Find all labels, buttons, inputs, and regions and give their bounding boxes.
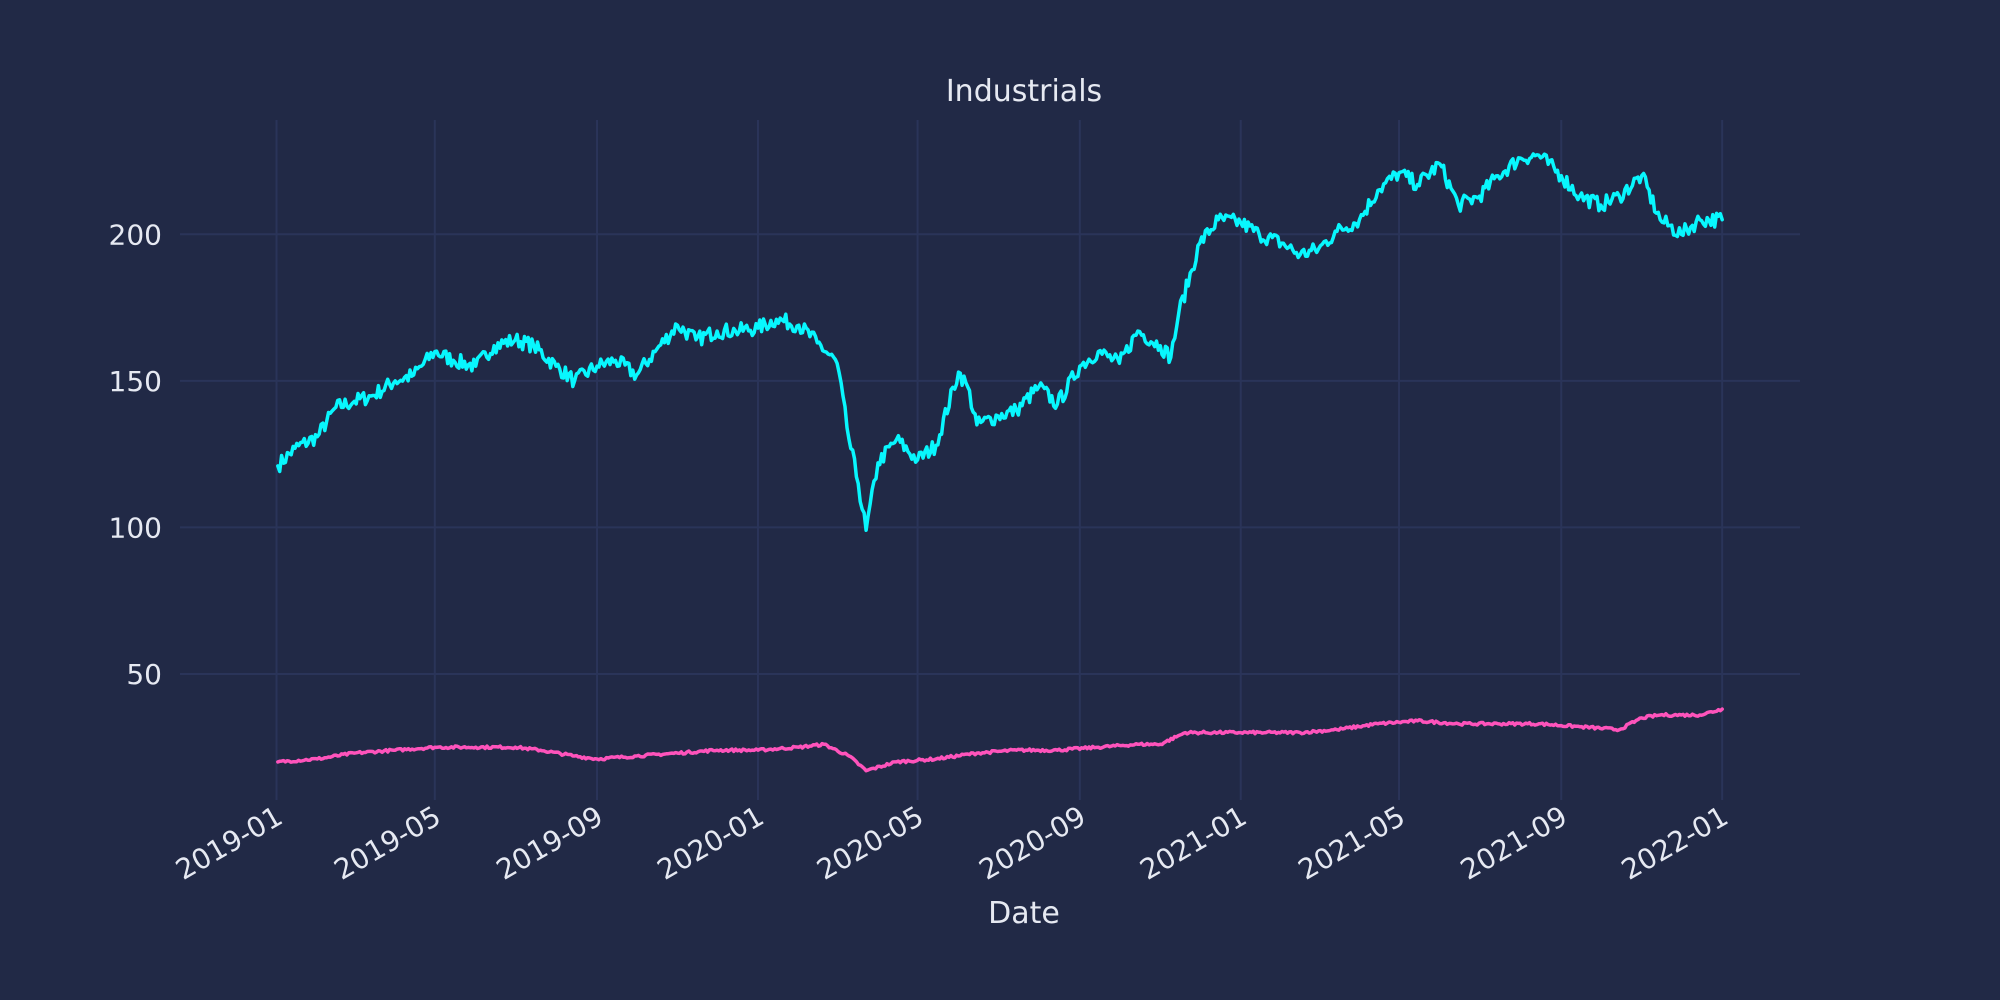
series-layer bbox=[276, 152, 1724, 773]
y-gridlines bbox=[180, 233, 1800, 675]
y-tick-label: 150 bbox=[109, 365, 162, 398]
chart-title: Industrials bbox=[946, 74, 1102, 109]
y-tick-label: 100 bbox=[109, 511, 162, 544]
x-axis-label: Date bbox=[988, 896, 1060, 931]
series-line-1 bbox=[276, 152, 1724, 533]
y-tick-label: 50 bbox=[126, 658, 162, 691]
y-tick-label: 200 bbox=[109, 218, 162, 251]
series-line-2 bbox=[276, 707, 1724, 773]
y-tick-labels: 50 100 150 200 bbox=[109, 218, 162, 691]
